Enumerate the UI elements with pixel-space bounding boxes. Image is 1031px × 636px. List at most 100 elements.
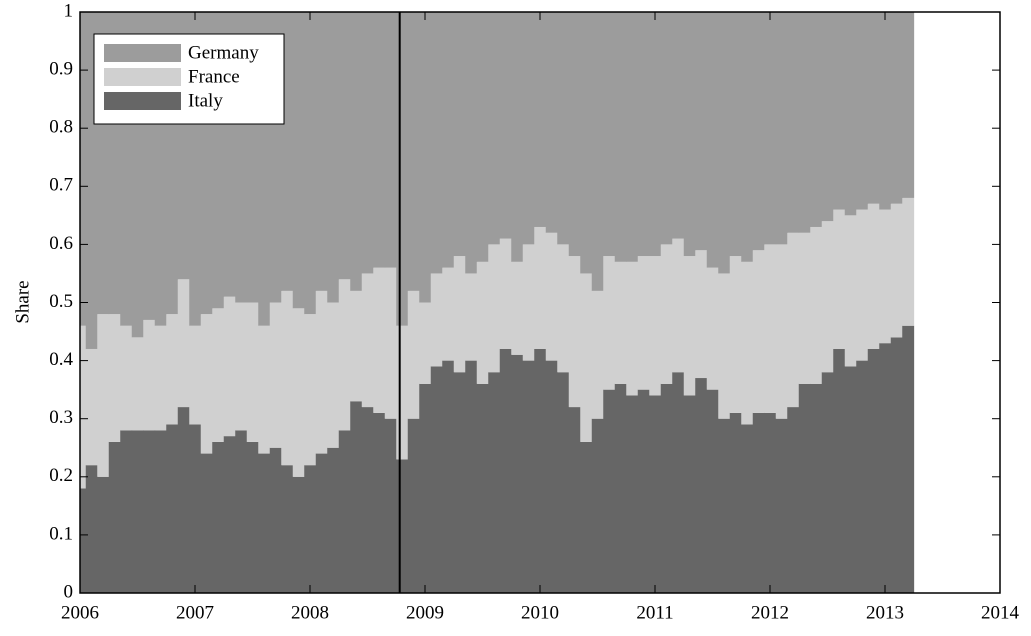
bar-segment xyxy=(223,436,236,593)
bar-segment xyxy=(718,418,731,593)
bar-segment xyxy=(120,325,133,431)
bar-segment xyxy=(430,12,443,274)
bar-segment xyxy=(108,314,121,442)
bar-segment xyxy=(545,360,558,593)
bar-segment xyxy=(166,314,179,425)
bar-segment xyxy=(269,12,282,303)
bar-segment xyxy=(856,12,869,210)
bar-segment xyxy=(442,12,455,268)
bar-segment xyxy=(154,12,167,326)
bar-segment xyxy=(407,290,420,419)
bar-segment xyxy=(856,360,869,593)
bar-segment xyxy=(775,244,788,419)
bar-segment xyxy=(430,273,443,367)
bar-segment xyxy=(764,412,777,593)
bar-segment xyxy=(764,12,777,245)
bar-segment xyxy=(867,203,880,349)
bar-segment xyxy=(85,348,98,466)
bar-segment xyxy=(637,389,650,593)
bar-segment xyxy=(292,476,305,593)
bar-segment xyxy=(212,12,225,309)
bar-segment xyxy=(131,337,144,431)
x-tick-label: 2010 xyxy=(521,602,559,623)
bar-segment xyxy=(879,209,892,344)
bar-segment xyxy=(695,250,708,379)
bar-segment xyxy=(292,12,305,309)
bar-segment xyxy=(557,372,570,593)
bar-segment xyxy=(568,12,581,257)
legend-swatch xyxy=(104,44,181,62)
bar-segment xyxy=(154,430,167,593)
bar-segment xyxy=(304,465,317,593)
bar-segment xyxy=(672,12,685,239)
bar-segment xyxy=(338,430,351,593)
bar-segment xyxy=(338,279,351,431)
bar-segment xyxy=(189,325,202,425)
bar-segment xyxy=(614,261,627,384)
bar-segment xyxy=(568,256,581,408)
bar-segment xyxy=(775,12,788,245)
bar-segment xyxy=(545,12,558,233)
bar-segment xyxy=(488,12,501,245)
bar-segment xyxy=(281,290,294,466)
bar-segment xyxy=(729,256,742,413)
bar-segment xyxy=(706,267,719,390)
bar-segment xyxy=(108,12,121,315)
bar-segment xyxy=(890,337,903,593)
bar-segment xyxy=(97,12,110,315)
legend-label: Italy xyxy=(188,90,223,111)
bar-segment xyxy=(867,12,880,204)
bar-segment xyxy=(258,12,271,326)
bar-segment xyxy=(798,383,811,593)
bar-segment xyxy=(557,244,570,373)
bar-segment xyxy=(177,279,190,408)
bar-segment xyxy=(327,302,340,448)
bar-segment xyxy=(338,12,351,280)
bar-segment xyxy=(522,360,535,593)
bar-segment xyxy=(833,209,846,349)
y-tick-label: 0.5 xyxy=(49,291,73,312)
bar-segment xyxy=(626,395,639,593)
bar-segment xyxy=(821,372,834,593)
bar-segment xyxy=(419,12,432,303)
bar-segment xyxy=(568,407,581,593)
bar-segment xyxy=(419,302,432,384)
bar-segment xyxy=(660,12,673,245)
bar-segment xyxy=(603,12,616,257)
bar-segment xyxy=(499,348,512,593)
bar-segment xyxy=(476,261,489,384)
bar-segment xyxy=(189,424,202,593)
bar-segment xyxy=(626,261,639,396)
bar-segment xyxy=(580,273,593,442)
bar-segment xyxy=(350,401,363,593)
bar-segment xyxy=(350,290,363,402)
bar-segment xyxy=(660,244,673,384)
bar-segment xyxy=(511,354,524,593)
bar-segment xyxy=(775,418,788,593)
bar-segment xyxy=(269,302,282,448)
y-tick-label: 1 xyxy=(64,0,74,21)
bar-segment xyxy=(534,348,547,593)
bar-segment xyxy=(396,325,409,460)
bar-segment xyxy=(304,314,317,466)
bar-segment xyxy=(407,12,420,291)
bar-segment xyxy=(810,226,823,384)
bar-segment xyxy=(660,383,673,593)
bar-segment xyxy=(626,12,639,262)
bar-segment xyxy=(315,290,328,454)
bar-segment xyxy=(465,273,478,361)
bar-segment xyxy=(85,12,98,349)
bar-segment xyxy=(833,348,846,593)
bar-segment xyxy=(315,453,328,593)
bar-segment xyxy=(235,302,248,431)
bar-segment xyxy=(246,441,259,593)
bar-segment xyxy=(246,302,259,442)
y-tick-label: 0.4 xyxy=(49,349,73,370)
bar-segment xyxy=(649,256,662,396)
x-tick-label: 2008 xyxy=(291,602,329,623)
bar-segment xyxy=(614,383,627,593)
bar-segment xyxy=(821,12,834,222)
bar-segment xyxy=(373,412,386,593)
y-tick-label: 0.8 xyxy=(49,117,73,138)
bar-segment xyxy=(292,308,305,477)
